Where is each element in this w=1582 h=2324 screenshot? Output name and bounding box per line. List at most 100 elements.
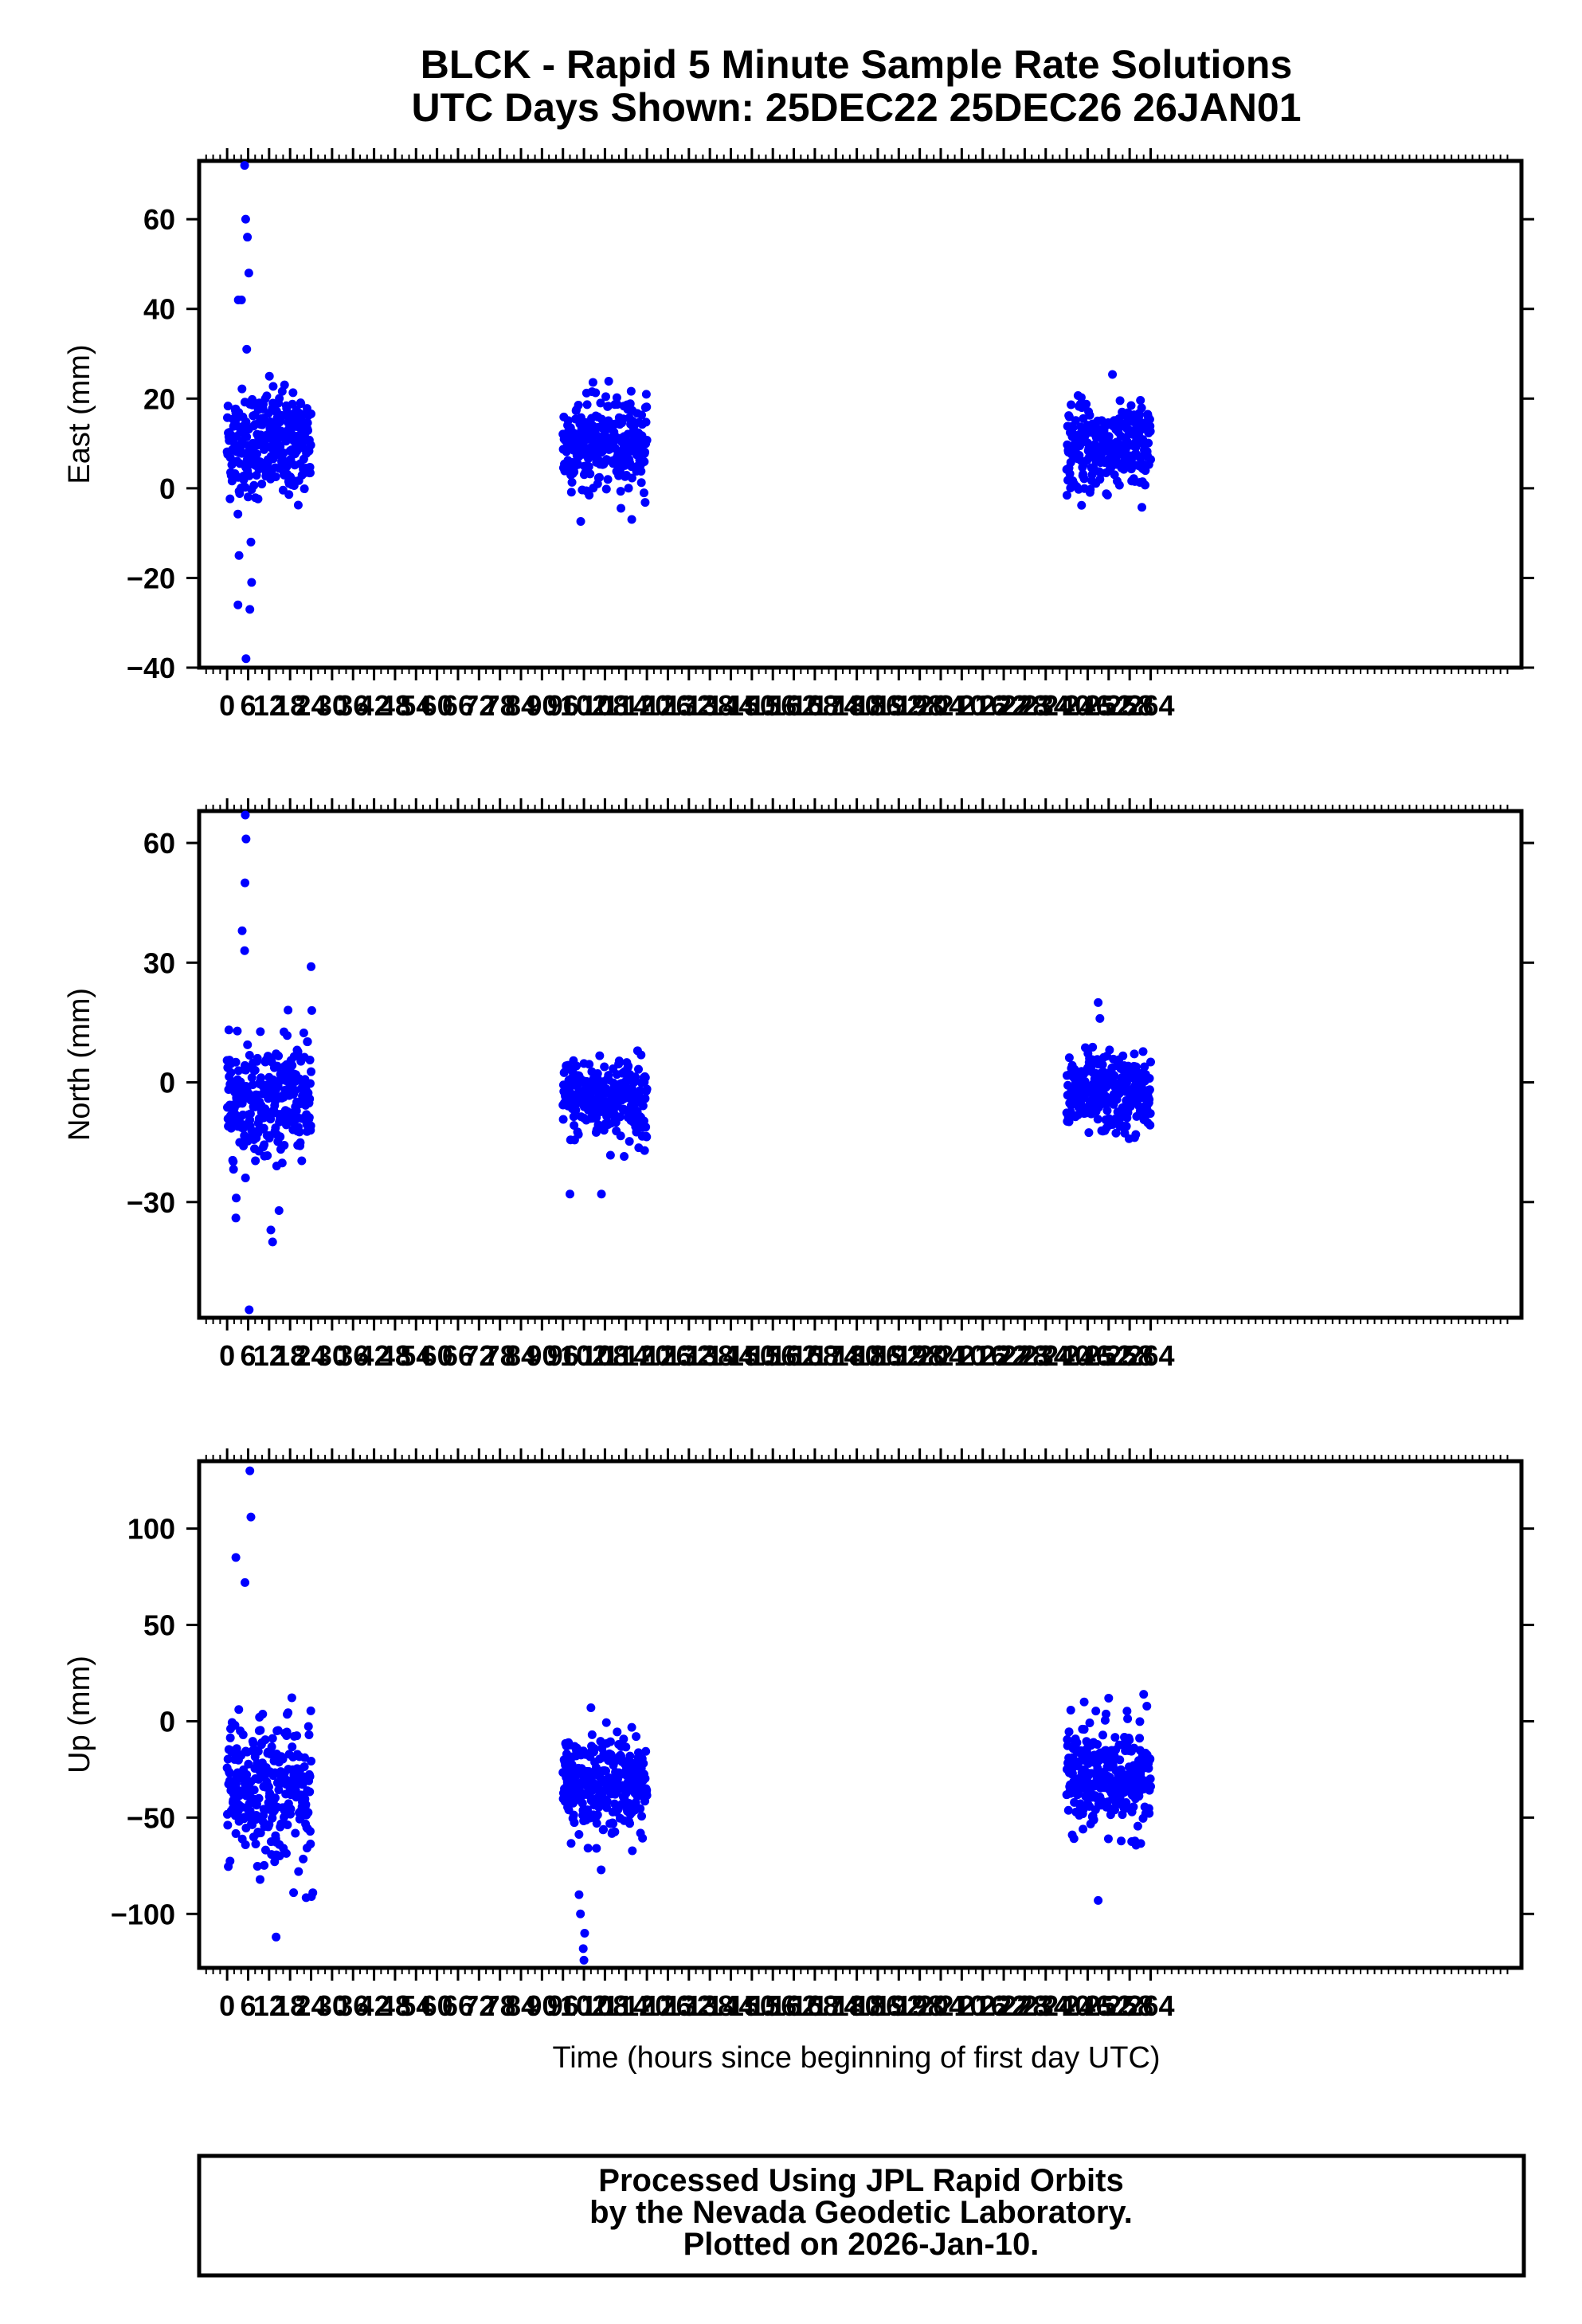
data-point bbox=[1108, 370, 1118, 379]
data-point bbox=[307, 1892, 316, 1902]
data-point bbox=[303, 1037, 312, 1046]
data-point bbox=[1145, 1085, 1154, 1095]
x-tick-label: 78 bbox=[484, 1339, 516, 1372]
x-tick-label: 192 bbox=[875, 1989, 922, 2022]
data-point bbox=[580, 1928, 589, 1938]
data-point bbox=[566, 1189, 575, 1199]
data-point bbox=[306, 1840, 315, 1849]
data-point bbox=[613, 1727, 622, 1737]
data-point bbox=[276, 441, 285, 451]
footer-line-3: Plotted on 2026-Jan-10. bbox=[683, 2227, 1040, 2262]
data-point bbox=[256, 1726, 265, 1735]
data-point bbox=[223, 1820, 233, 1830]
x-tick-label: 108 bbox=[581, 689, 628, 722]
data-point bbox=[1062, 491, 1071, 500]
data-point bbox=[303, 1808, 313, 1817]
data-point bbox=[632, 1732, 641, 1742]
x-tick-label: 228 bbox=[1000, 689, 1048, 722]
data-point bbox=[640, 1146, 649, 1155]
data-point bbox=[570, 1818, 579, 1828]
data-point bbox=[586, 1703, 596, 1713]
data-point bbox=[244, 268, 253, 278]
data-point bbox=[600, 1062, 609, 1072]
data-point bbox=[233, 600, 243, 609]
data-point bbox=[226, 1068, 236, 1077]
x-tick-label: 180 bbox=[833, 689, 881, 722]
data-point bbox=[246, 537, 256, 547]
data-point bbox=[1088, 1042, 1098, 1052]
data-point bbox=[576, 1909, 585, 1918]
x-tick-label: 156 bbox=[749, 1989, 797, 2022]
data-point bbox=[249, 480, 259, 490]
data-point bbox=[268, 382, 278, 391]
data-point bbox=[625, 399, 635, 409]
data-point bbox=[225, 494, 235, 504]
plot-frame bbox=[197, 809, 1524, 1320]
data-point bbox=[284, 490, 294, 500]
data-point bbox=[301, 1800, 311, 1809]
data-point bbox=[570, 467, 579, 476]
data-point bbox=[601, 484, 611, 494]
x-tick-label: 132 bbox=[665, 689, 713, 722]
y-tick-label: −30 bbox=[127, 1186, 175, 1219]
data-point bbox=[256, 1828, 265, 1838]
data-point bbox=[1145, 1095, 1154, 1104]
data-point bbox=[280, 380, 289, 390]
data-point bbox=[594, 472, 604, 482]
x-tick-label: 234 bbox=[1022, 1989, 1070, 2022]
data-point bbox=[223, 402, 233, 411]
data-point bbox=[245, 1466, 255, 1476]
data-point bbox=[234, 1705, 244, 1715]
data-point bbox=[1066, 1706, 1075, 1715]
x-tick-label: 66 bbox=[442, 1989, 474, 2022]
x-tick-label: 138 bbox=[686, 689, 734, 722]
data-point bbox=[307, 1005, 316, 1015]
data-point bbox=[603, 402, 613, 411]
data-point bbox=[1114, 480, 1124, 490]
x-tick-label: 204 bbox=[917, 1339, 965, 1372]
data-point bbox=[246, 1512, 256, 1522]
data-point bbox=[294, 1867, 303, 1876]
data-point bbox=[627, 515, 636, 524]
data-point bbox=[245, 605, 255, 614]
plot-frame bbox=[197, 1459, 1524, 1970]
x-tick-label: 192 bbox=[875, 1339, 922, 1372]
data-point bbox=[238, 1123, 248, 1133]
data-point bbox=[243, 233, 253, 242]
data-point bbox=[621, 1742, 631, 1752]
data-point bbox=[570, 1121, 579, 1131]
data-point bbox=[579, 1955, 589, 1965]
data-point bbox=[1145, 1809, 1154, 1818]
data-point bbox=[299, 1028, 308, 1037]
data-point bbox=[224, 1025, 233, 1035]
x-tick-label: 204 bbox=[917, 1989, 965, 2022]
data-point bbox=[605, 1737, 615, 1746]
data-point bbox=[641, 390, 651, 399]
x-tick-label: 156 bbox=[749, 1339, 797, 1372]
x-tick-label: 156 bbox=[749, 689, 797, 722]
data-point bbox=[238, 1730, 248, 1739]
data-point bbox=[256, 1073, 266, 1083]
footer-line-1: Processed Using JPL Rapid Orbits bbox=[598, 2163, 1123, 2198]
data-point bbox=[306, 441, 315, 450]
data-point bbox=[274, 1051, 284, 1060]
data-point bbox=[266, 1225, 276, 1235]
data-point bbox=[251, 1156, 260, 1166]
data-point bbox=[305, 468, 315, 478]
x-tick-label: 240 bbox=[1043, 689, 1091, 722]
data-point bbox=[276, 1132, 285, 1142]
x-tick-label: 54 bbox=[400, 1339, 432, 1372]
data-point bbox=[1093, 1115, 1102, 1124]
data-point bbox=[630, 1072, 640, 1082]
x-tick-label: 192 bbox=[875, 689, 922, 722]
data-point bbox=[1103, 1834, 1113, 1844]
x-tick-label: 66 bbox=[442, 1339, 474, 1372]
x-minor-ticks bbox=[205, 155, 1509, 674]
data-point bbox=[1094, 1895, 1103, 1905]
data-point bbox=[283, 1820, 292, 1830]
x-tick-label: 222 bbox=[980, 689, 1028, 722]
x-tick-label: 102 bbox=[560, 1339, 608, 1372]
data-point bbox=[233, 295, 243, 304]
x-tick-label: 108 bbox=[581, 1989, 628, 2022]
data-point bbox=[234, 551, 244, 560]
